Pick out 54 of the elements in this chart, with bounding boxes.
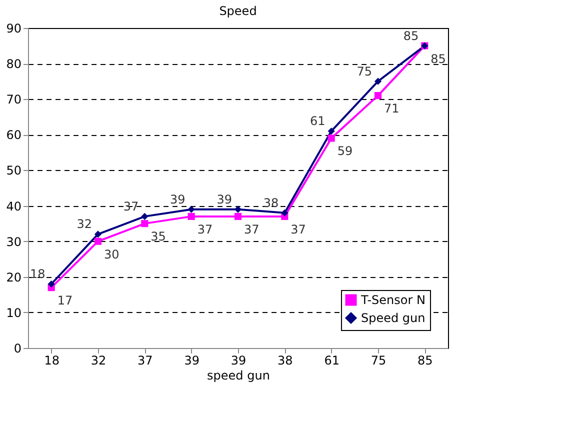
data-label: 37 [123,199,139,214]
x-tick-label: 75 [370,354,386,368]
y-tick-label: 40 [6,199,22,214]
x-tick-label: 37 [138,354,153,368]
data-label: 30 [104,247,120,262]
data-label: 32 [76,217,92,232]
data-label: 35 [150,230,166,244]
y-tick-label: 20 [6,270,22,284]
point [328,128,335,135]
data-label: 18 [30,267,46,281]
y-tick-label: 30 [6,234,22,249]
point [234,206,242,213]
x-tick-label: 18 [44,354,60,368]
legend-label: Speed gun [361,311,426,325]
point [141,212,148,220]
point [94,238,102,245]
data-label: 85 [430,52,446,66]
chart-title: Speed [219,4,257,18]
x-tick-label: 38 [278,354,293,368]
y-tick-label: 0 [14,342,22,356]
y-tick-label: 90 [6,22,22,36]
point [234,212,242,220]
data-label: 17 [57,294,73,308]
y-tick-label: 70 [6,92,22,107]
data-label: 59 [337,144,353,158]
point [188,212,195,220]
x-tick-label: 85 [418,354,433,368]
x-tick-label: 32 [90,354,106,368]
data-label: 37 [197,222,213,236]
point [374,78,382,85]
data-label: 39 [216,192,232,206]
data-label: 61 [310,114,326,128]
x-axis-title: speed gun [207,368,270,382]
data-label: 75 [356,64,372,78]
point [141,220,148,228]
x-tick-label: 61 [324,354,340,368]
data-label: 39 [170,192,186,206]
x-tick-label: 39 [230,354,246,368]
y-tick-label: 10 [6,306,22,320]
point [374,92,382,100]
y-tick-label: 80 [6,57,22,72]
point [281,209,288,216]
y-tick-label: 50 [6,164,22,178]
x-tick-label: 39 [184,354,200,368]
point [48,280,55,288]
point [188,206,195,213]
data-label: 37 [244,222,260,236]
data-label: 71 [384,102,400,116]
point [328,134,335,142]
y-tick-label: 60 [6,128,22,142]
point [94,230,102,238]
data-label: 85 [403,28,419,43]
legend-label: T-Sensor N [360,293,426,307]
data-label: 37 [290,222,306,236]
